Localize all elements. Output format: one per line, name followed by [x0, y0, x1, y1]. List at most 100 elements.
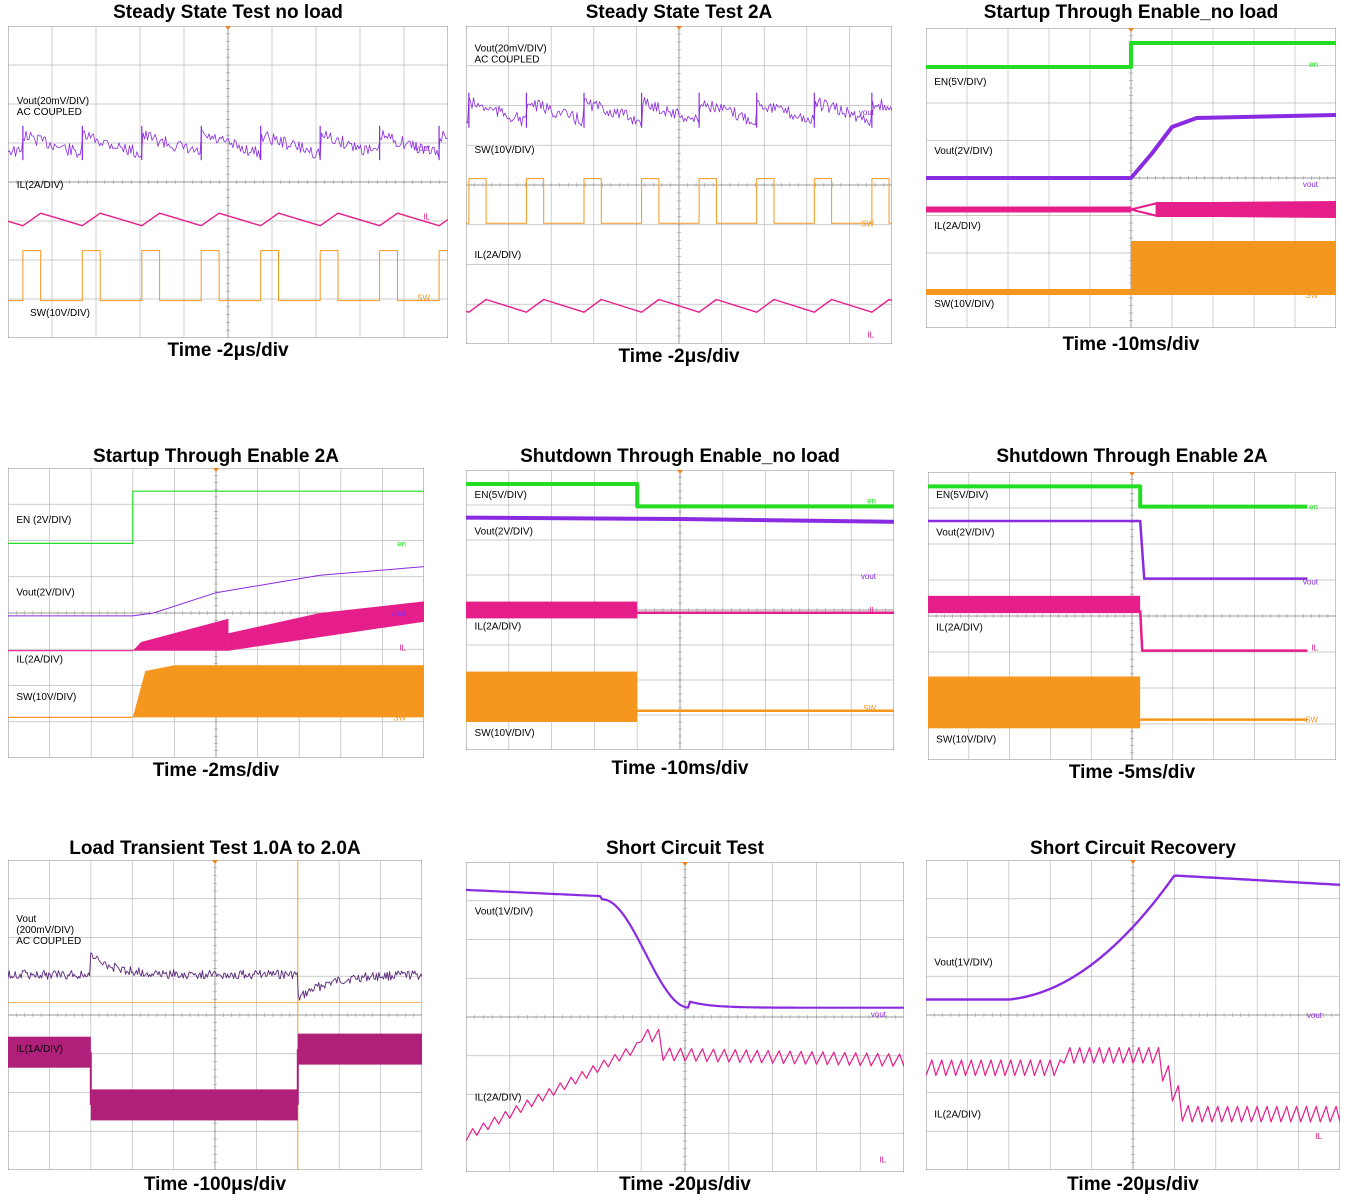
x-axis-label: Time -5ms/div [1068, 762, 1196, 783]
channel-marker: IL [867, 331, 874, 340]
chart-title: Startup Through Enable 2A [93, 446, 339, 467]
trace-sw-band [132, 665, 424, 718]
trace-label: IL(1A/DIV) [16, 1044, 63, 1055]
scope-plot: Vout(20mV/DIV) AC COUPLED IL(2A/DIV) SW(10V… [8, 26, 448, 338]
chart-title: Startup Through Enable_no load [983, 2, 1279, 23]
trigger-marker [677, 470, 683, 474]
chart-title: Short Circuit Test [606, 838, 764, 859]
trace-il [1138, 610, 1308, 652]
trace-vout [8, 566, 424, 617]
channel-marker: SW [1305, 716, 1318, 725]
trace-il-envelope [132, 618, 229, 651]
trace-label: Vout (200mV/DIV) AC COUPLED [16, 914, 81, 947]
trace-il [8, 212, 448, 227]
trace-sw [8, 250, 448, 302]
chart-title: Load Transient Test 1.0A to 2.0A [69, 838, 361, 859]
chart-title: Steady State Test no load [113, 2, 343, 23]
trace-label: SW(10V/DIV) [934, 299, 994, 310]
trace-vout [8, 129, 448, 159]
trace-label: Vout(20mV/DIV) AC COUPLED [475, 43, 547, 65]
scope-plot: Vout (200mV/DIV) AC COUPLED IL(1A/DIV) [8, 860, 422, 1170]
channel-marker: IL [399, 644, 406, 653]
trigger-marker [676, 26, 682, 30]
trace-sw-band [928, 676, 1141, 729]
trace-il [466, 1028, 904, 1142]
scope-plot: Vout(1V/DIV) IL(2A/DIV) vout IL [926, 860, 1340, 1170]
trace-il-band [90, 1089, 298, 1121]
channel-marker: vout [861, 572, 877, 581]
trace-vout [8, 952, 422, 1001]
trace-en [926, 41, 1336, 69]
trigger-marker [1128, 28, 1134, 32]
trace-label: SW(10V/DIV) [16, 692, 76, 703]
channel-marker: SW [417, 294, 430, 303]
channel-marker: en [397, 539, 406, 548]
trigger-marker [225, 26, 231, 30]
trace-label: IL(2A/DIV) [475, 1093, 522, 1104]
trace-label: Vout(2V/DIV) [936, 527, 994, 538]
x-axis-label: Time -20μs/div [619, 1174, 751, 1195]
channel-marker: vout [1303, 577, 1319, 586]
trace-label: Vout(20mV/DIV) AC COUPLED [17, 96, 89, 118]
trace-vout [466, 96, 892, 128]
scope-plot: EN (2V/DIV) Vout(2V/DIV) IL(2A/DIV) SW(10V/… [8, 468, 424, 758]
channel-marker: vout [871, 1010, 887, 1019]
channel-marker: SW [861, 219, 874, 228]
trace-label: IL(2A/DIV) [934, 1109, 981, 1120]
x-axis-label: Time -10ms/div [1062, 334, 1200, 355]
channel-marker: IL [1315, 1132, 1322, 1141]
scope-plot: Vout(20mV/DIV) AC COUPLED SW(10V/DIV) IL(2A… [466, 26, 892, 344]
trace-label: Vout(2V/DIV) [934, 146, 992, 157]
trace-label: Vout(2V/DIV) [475, 526, 533, 537]
trace-label: Vout(2V/DIV) [16, 588, 74, 599]
trace-label: Vout(1V/DIV) [934, 957, 992, 968]
trace-label: EN (2V/DIV) [16, 515, 71, 526]
trace-vout [926, 113, 1336, 180]
channel-marker: en [1309, 502, 1318, 511]
trace-label: IL(2A/DIV) [934, 221, 981, 232]
trace-label: EN(5V/DIV) [475, 490, 527, 501]
trace-il-band [928, 595, 1141, 614]
channel-marker: SW [1305, 291, 1318, 300]
x-axis-label: Time -20μs/div [1067, 1174, 1199, 1195]
trace-sw [926, 289, 1131, 295]
trace-label: EN(5V/DIV) [934, 77, 986, 88]
channel-marker: IL [1311, 644, 1318, 653]
trace-label: SW(10V/DIV) [475, 728, 535, 739]
trigger-marker [682, 862, 688, 866]
channel-marker: IL [1311, 210, 1318, 219]
trace-vout [466, 888, 904, 1009]
trace-vout [466, 515, 894, 524]
trace-label: EN(5V/DIV) [936, 490, 988, 501]
channel-marker: SW [863, 704, 876, 713]
x-axis-label: Time -2ms/div [152, 760, 280, 781]
trace-il-band [8, 1036, 91, 1068]
x-axis-label: Time -10ms/div [611, 758, 749, 779]
trace-label: Vout(1V/DIV) [475, 907, 533, 918]
trace-label: SW(10V/DIV) [936, 735, 996, 746]
trigger-marker [212, 860, 218, 864]
trace-il [926, 206, 1131, 213]
trace-il [466, 298, 892, 313]
channel-marker: IL [879, 1156, 886, 1165]
trace-sw-band [466, 671, 638, 722]
trace-label: IL(2A/DIV) [936, 622, 983, 633]
channel-marker: en [867, 497, 876, 506]
trace-vout [926, 874, 1340, 1001]
trace-vout [928, 519, 1308, 580]
channel-marker: vout [1303, 180, 1319, 189]
trigger-marker [213, 468, 219, 472]
x-axis-label: Time -2μs/div [167, 340, 289, 361]
scope-plot: EN(5V/DIV) Vout(2V/DIV) IL(2A/DIV) SW(10V/D… [926, 28, 1336, 328]
x-axis-label: Time -100μs/div [143, 1174, 287, 1195]
trace-il-band [297, 1033, 422, 1065]
trace-label: SW(10V/DIV) [30, 308, 90, 319]
channel-marker: vout [859, 108, 875, 117]
scope-plot: EN(5V/DIV) Vout(2V/DIV) IL(2A/DIV) SW(10V/D… [466, 470, 894, 750]
trace-label: IL(2A/DIV) [475, 622, 522, 633]
trace-sw-band [1131, 241, 1336, 295]
channel-marker: en [1309, 60, 1318, 69]
trace-sw [466, 178, 892, 224]
channel-marker: vout [391, 609, 407, 618]
channel-marker: IL [869, 606, 876, 615]
